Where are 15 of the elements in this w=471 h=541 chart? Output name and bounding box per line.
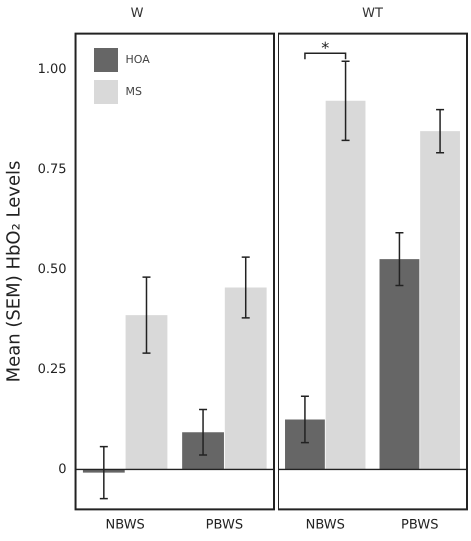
y-tick-label: 0: [58, 462, 67, 477]
y-axis-title: Mean (SEM) HbO₂ Levels: [3, 160, 24, 382]
x-tick-label: NBWS: [306, 518, 345, 533]
x-tick-label: NBWS: [106, 518, 145, 533]
y-tick-label: 0.25: [38, 362, 67, 377]
chart-title: W: [130, 6, 144, 22]
legend-label: HOA: [126, 53, 150, 66]
legend-label: MS: [126, 85, 142, 98]
annotation: *: [321, 38, 330, 58]
y-tick-label: 1.00: [38, 62, 67, 77]
x-tick-label: PBWS: [401, 518, 438, 533]
chart-title: WT: [362, 6, 383, 22]
x-tick-label: PBWS: [206, 518, 244, 533]
y-tick-label: 0.75: [38, 162, 67, 177]
y-tick-label: 0.50: [38, 262, 67, 277]
